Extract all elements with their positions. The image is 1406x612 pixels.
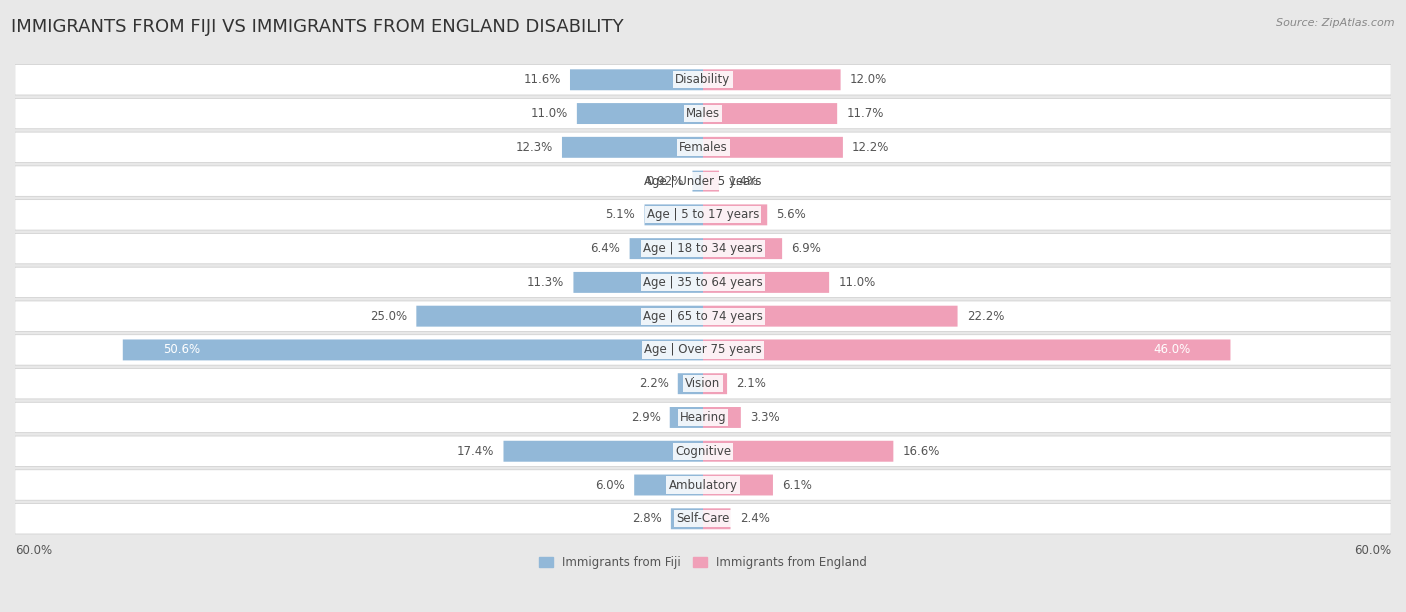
Text: 0.92%: 0.92% [645, 174, 683, 188]
Text: 6.9%: 6.9% [792, 242, 821, 255]
FancyBboxPatch shape [703, 474, 773, 496]
FancyBboxPatch shape [703, 103, 837, 124]
Text: 60.0%: 60.0% [15, 544, 52, 557]
Text: 50.6%: 50.6% [163, 343, 200, 356]
FancyBboxPatch shape [692, 171, 703, 192]
FancyBboxPatch shape [644, 204, 703, 225]
Text: 12.3%: 12.3% [516, 141, 553, 154]
Text: Males: Males [686, 107, 720, 120]
Text: 6.4%: 6.4% [591, 242, 620, 255]
Text: Age | Over 75 years: Age | Over 75 years [644, 343, 762, 356]
Text: Vision: Vision [685, 377, 721, 390]
Text: 2.1%: 2.1% [737, 377, 766, 390]
FancyBboxPatch shape [416, 306, 703, 327]
FancyBboxPatch shape [562, 137, 703, 158]
Legend: Immigrants from Fiji, Immigrants from England: Immigrants from Fiji, Immigrants from En… [534, 551, 872, 573]
Text: 6.0%: 6.0% [595, 479, 626, 491]
Text: Age | 18 to 34 years: Age | 18 to 34 years [643, 242, 763, 255]
FancyBboxPatch shape [703, 306, 957, 327]
FancyBboxPatch shape [630, 238, 703, 259]
FancyBboxPatch shape [574, 272, 703, 293]
Text: 2.8%: 2.8% [631, 512, 662, 525]
FancyBboxPatch shape [15, 200, 1391, 230]
FancyBboxPatch shape [703, 137, 842, 158]
FancyBboxPatch shape [703, 204, 768, 225]
FancyBboxPatch shape [15, 436, 1391, 466]
FancyBboxPatch shape [15, 301, 1391, 331]
Text: 17.4%: 17.4% [457, 445, 495, 458]
Text: 5.6%: 5.6% [776, 208, 806, 222]
FancyBboxPatch shape [15, 166, 1391, 196]
FancyBboxPatch shape [678, 373, 703, 394]
Text: Self-Care: Self-Care [676, 512, 730, 525]
Text: 2.9%: 2.9% [631, 411, 661, 424]
FancyBboxPatch shape [15, 504, 1391, 534]
FancyBboxPatch shape [15, 368, 1391, 399]
FancyBboxPatch shape [15, 267, 1391, 297]
FancyBboxPatch shape [503, 441, 703, 461]
FancyBboxPatch shape [703, 340, 1230, 360]
Text: 25.0%: 25.0% [370, 310, 408, 323]
Text: 11.3%: 11.3% [527, 276, 564, 289]
FancyBboxPatch shape [703, 407, 741, 428]
Text: 22.2%: 22.2% [967, 310, 1004, 323]
Text: IMMIGRANTS FROM FIJI VS IMMIGRANTS FROM ENGLAND DISABILITY: IMMIGRANTS FROM FIJI VS IMMIGRANTS FROM … [11, 18, 624, 36]
FancyBboxPatch shape [703, 272, 830, 293]
Text: Hearing: Hearing [679, 411, 727, 424]
Text: Age | 65 to 74 years: Age | 65 to 74 years [643, 310, 763, 323]
Text: 1.4%: 1.4% [728, 174, 758, 188]
Text: Age | 5 to 17 years: Age | 5 to 17 years [647, 208, 759, 222]
Text: 11.0%: 11.0% [838, 276, 876, 289]
FancyBboxPatch shape [15, 99, 1391, 129]
FancyBboxPatch shape [15, 132, 1391, 163]
Text: Females: Females [679, 141, 727, 154]
Text: 6.1%: 6.1% [782, 479, 813, 491]
Text: 2.4%: 2.4% [740, 512, 769, 525]
Text: 11.0%: 11.0% [530, 107, 568, 120]
FancyBboxPatch shape [15, 470, 1391, 500]
FancyBboxPatch shape [703, 69, 841, 90]
FancyBboxPatch shape [703, 238, 782, 259]
FancyBboxPatch shape [703, 171, 718, 192]
FancyBboxPatch shape [576, 103, 703, 124]
FancyBboxPatch shape [15, 233, 1391, 264]
Text: Age | Under 5 years: Age | Under 5 years [644, 174, 762, 188]
FancyBboxPatch shape [122, 340, 703, 360]
Text: 12.0%: 12.0% [849, 73, 887, 86]
Text: 3.3%: 3.3% [749, 411, 780, 424]
Text: 60.0%: 60.0% [1354, 544, 1391, 557]
Text: Cognitive: Cognitive [675, 445, 731, 458]
FancyBboxPatch shape [669, 407, 703, 428]
Text: Ambulatory: Ambulatory [668, 479, 738, 491]
Text: 11.6%: 11.6% [523, 73, 561, 86]
Text: 11.7%: 11.7% [846, 107, 884, 120]
Text: Age | 35 to 64 years: Age | 35 to 64 years [643, 276, 763, 289]
FancyBboxPatch shape [15, 402, 1391, 433]
Text: 46.0%: 46.0% [1153, 343, 1191, 356]
Text: Source: ZipAtlas.com: Source: ZipAtlas.com [1277, 18, 1395, 28]
FancyBboxPatch shape [703, 373, 727, 394]
Text: 2.2%: 2.2% [638, 377, 669, 390]
Text: Disability: Disability [675, 73, 731, 86]
FancyBboxPatch shape [703, 441, 893, 461]
FancyBboxPatch shape [15, 335, 1391, 365]
FancyBboxPatch shape [703, 509, 731, 529]
FancyBboxPatch shape [569, 69, 703, 90]
FancyBboxPatch shape [634, 474, 703, 496]
Text: 12.2%: 12.2% [852, 141, 890, 154]
Text: 16.6%: 16.6% [903, 445, 939, 458]
FancyBboxPatch shape [15, 65, 1391, 95]
Text: 5.1%: 5.1% [606, 208, 636, 222]
FancyBboxPatch shape [671, 509, 703, 529]
